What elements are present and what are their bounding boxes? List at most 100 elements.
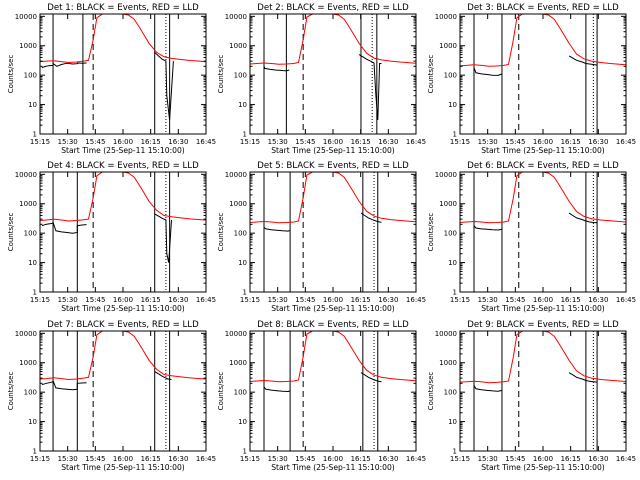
x-tick-label: 15:15 (240, 296, 260, 304)
y-tick-label: 1000 (229, 359, 247, 367)
y-tick-label: 1 (33, 131, 37, 139)
x-tick-label: 15:30 (58, 296, 78, 304)
plot-frame (39, 330, 207, 452)
series-line-events-3 (358, 54, 382, 121)
x-tick-label: 16:15 (351, 296, 371, 304)
x-axis-label: Start Time (25-Sep-11 15:10:00) (61, 146, 185, 155)
plot-frame (459, 330, 627, 452)
y-tick-label: 1000 (19, 200, 37, 208)
x-tick-label: 16:15 (141, 138, 161, 146)
y-axis-label: Counts/sec (7, 213, 15, 252)
x-tick-label: 15:45 (85, 296, 105, 304)
x-tick-label: 16:15 (351, 138, 371, 146)
y-tick-label: 100 (234, 72, 247, 80)
x-axis-label: Start Time (25-Sep-11 15:10:00) (481, 304, 605, 313)
y-axis-label: Counts/sec (217, 55, 225, 94)
x-tick-label: 16:00 (323, 138, 343, 146)
x-tick-label: 16:00 (533, 138, 553, 146)
chart-title: Det 1: BLACK = Events, RED = LLD (47, 3, 199, 13)
y-tick-label: 10 (448, 259, 457, 267)
x-tick-label: 16:15 (141, 296, 161, 304)
x-axis-label: Start Time (25-Sep-11 15:10:00) (271, 304, 395, 313)
y-axis-label: Counts/sec (427, 55, 435, 94)
x-tick-label: 15:15 (30, 138, 50, 146)
series-line-events-3 (568, 55, 598, 66)
y-tick-label: 1000 (19, 42, 37, 50)
y-tick-label: 10000 (15, 13, 37, 21)
y-tick-label: 10000 (225, 13, 247, 21)
plot-frame (459, 171, 627, 293)
y-tick-label: 1000 (439, 359, 457, 367)
x-tick-label: 16:30 (378, 138, 398, 146)
x-tick-label: 15:15 (30, 296, 50, 304)
x-tick-label: 15:15 (30, 455, 50, 463)
series-line-events-3 (154, 371, 172, 380)
x-tick-label: 15:15 (450, 296, 470, 304)
y-axis-label: Counts/sec (7, 55, 15, 94)
series-line-events-1 (263, 226, 291, 232)
y-tick-label: 1 (33, 289, 37, 297)
x-tick-label: 16:00 (113, 296, 133, 304)
series-line-events-1 (473, 385, 503, 392)
y-tick-label: 1 (453, 131, 457, 139)
y-tick-label: 100 (444, 230, 457, 238)
series-line-lld-2 (459, 330, 627, 384)
x-tick-label: 15:45 (295, 138, 315, 146)
x-tick-label: 15:45 (505, 138, 525, 146)
y-tick-label: 100 (24, 230, 37, 238)
chart-panel-9: 1 10 100 1000 10000 15:15 15:30 15:45 16:00 16:15… (427, 320, 636, 472)
y-tick-label: 100 (24, 389, 37, 397)
series-line-events-1 (473, 225, 503, 231)
chart-panel-2: 1 10 100 1000 10000 15:15 15:30 15:45 16:00 16:15… (217, 3, 426, 155)
x-tick-label: 15:45 (85, 138, 105, 146)
y-tick-label: 100 (444, 72, 457, 80)
y-tick-label: 10 (28, 418, 37, 426)
x-tick-label: 16:45 (616, 296, 636, 304)
x-axis-label: Start Time (25-Sep-11 15:10:00) (61, 463, 185, 472)
series-line-lld-2 (39, 171, 207, 222)
x-tick-label: 16:45 (616, 138, 636, 146)
y-tick-label: 10000 (15, 330, 37, 338)
x-tick-label: 16:15 (141, 455, 161, 463)
x-tick-label: 16:45 (196, 138, 216, 146)
chart-title: Det 3: BLACK = Events, RED = LLD (467, 3, 619, 13)
x-tick-label: 16:30 (168, 138, 188, 146)
series-line-events-3 (360, 372, 382, 383)
series-line-events-3 (568, 212, 598, 224)
x-tick-label: 15:30 (268, 455, 288, 463)
y-tick-label: 1 (243, 448, 247, 456)
x-tick-label: 15:30 (58, 455, 78, 463)
x-tick-label: 16:00 (113, 455, 133, 463)
y-tick-label: 1000 (19, 359, 37, 367)
series-line-lld-2 (39, 330, 207, 381)
y-tick-label: 10000 (15, 171, 37, 179)
chart-panel-3: 1 10 100 1000 10000 15:15 15:30 15:45 16:00 16:15… (427, 3, 636, 155)
x-tick-label: 16:15 (351, 455, 371, 463)
x-tick-label: 16:00 (323, 296, 343, 304)
chart-title: Det 8: BLACK = Events, RED = LLD (257, 320, 409, 330)
y-tick-label: 10 (448, 418, 457, 426)
y-tick-label: 1000 (439, 42, 457, 50)
x-tick-label: 15:30 (268, 296, 288, 304)
y-axis-label: Counts/sec (427, 213, 435, 252)
y-tick-label: 10000 (435, 13, 457, 21)
x-axis-label: Start Time (25-Sep-11 15:10:00) (271, 463, 395, 472)
x-tick-label: 15:30 (268, 138, 288, 146)
chart-title: Det 6: BLACK = Events, RED = LLD (467, 161, 619, 171)
chart-title: Det 5: BLACK = Events, RED = LLD (257, 161, 409, 171)
x-tick-label: 16:15 (561, 138, 581, 146)
chart-title: Det 9: BLACK = Events, RED = LLD (467, 320, 619, 330)
x-tick-label: 15:30 (478, 296, 498, 304)
series-line-events-1 (263, 386, 291, 393)
series-line-events-3 (154, 51, 174, 121)
x-axis-label: Start Time (25-Sep-11 15:10:00) (481, 146, 605, 155)
x-tick-label: 15:45 (505, 455, 525, 463)
y-tick-label: 100 (444, 389, 457, 397)
x-tick-label: 15:30 (478, 455, 498, 463)
x-tick-label: 15:15 (450, 455, 470, 463)
x-tick-label: 15:30 (58, 138, 78, 146)
y-tick-label: 1 (453, 289, 457, 297)
series-line-lld-2 (39, 13, 207, 64)
chart-panel-6: 1 10 100 1000 10000 15:15 15:30 15:45 16:00 16:15… (427, 161, 636, 313)
chart-title: Det 4: BLACK = Events, RED = LLD (47, 161, 199, 171)
